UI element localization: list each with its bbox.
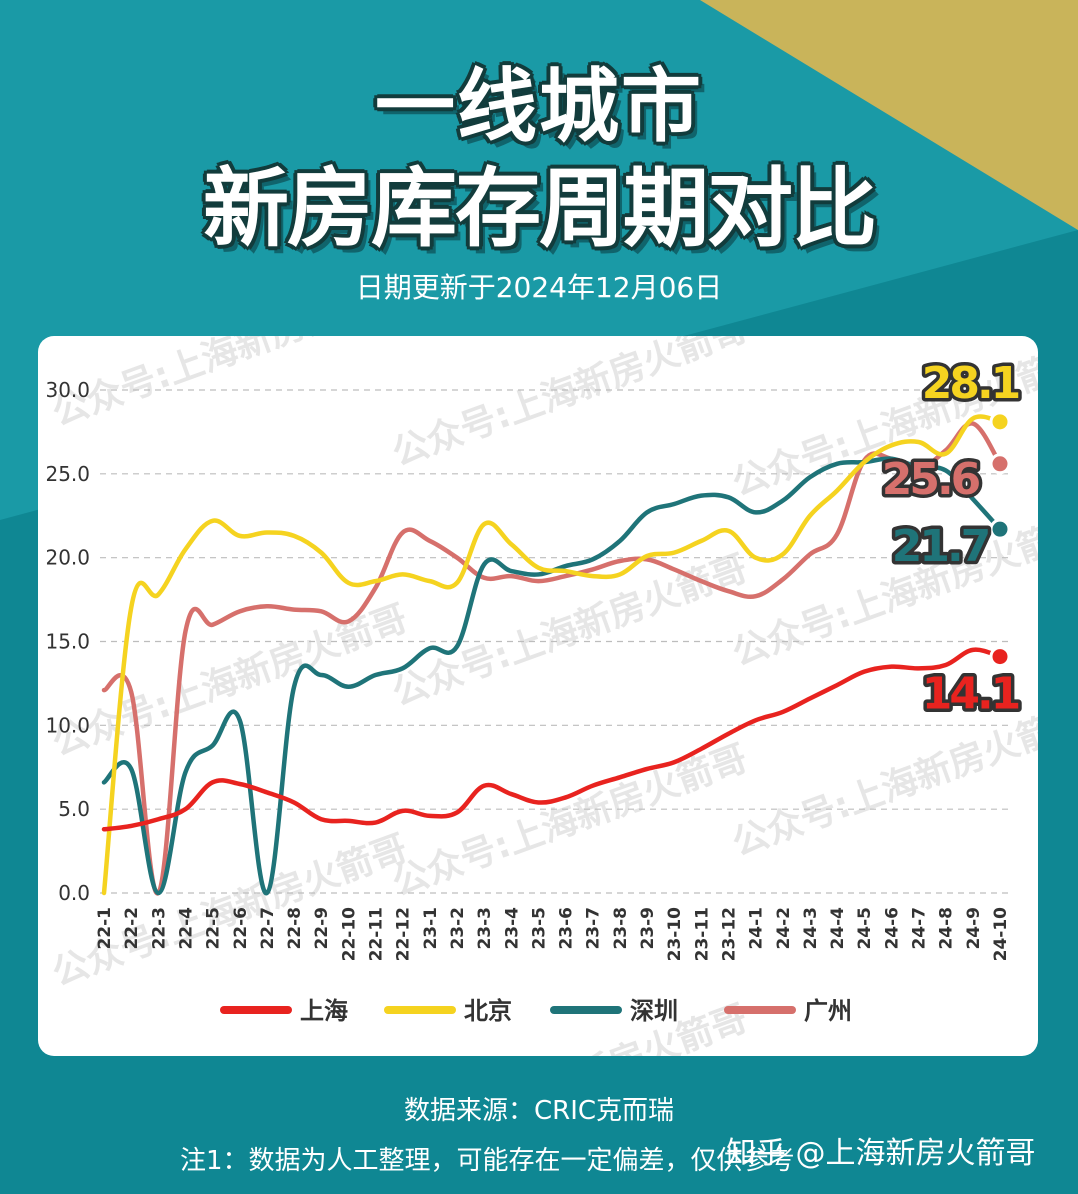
y-tick-label: 0.0 bbox=[58, 881, 90, 905]
x-tick-label: 22-6 bbox=[231, 907, 251, 950]
watermark-text: 公众号:上海新房火箭哥 bbox=[387, 738, 753, 905]
watermark-text: 公众号:上海新房火箭哥 bbox=[47, 598, 413, 765]
series-line-2 bbox=[101, 456, 1003, 896]
x-tick-label: 23-4 bbox=[502, 907, 522, 950]
end-value-label-3: 25.6 bbox=[882, 454, 980, 505]
x-tick-label: 23-11 bbox=[692, 907, 712, 961]
chart-title-line1: 一线城市 bbox=[375, 60, 703, 153]
bg-gold-triangle bbox=[700, 0, 1078, 230]
end-value-label-1: 28.1 bbox=[922, 358, 1019, 409]
x-tick-label: 24-2 bbox=[774, 907, 794, 950]
x-tick-label: 23-5 bbox=[529, 907, 549, 950]
x-tick-label: 22-10 bbox=[339, 907, 359, 962]
end-value-label-0: 14.1 bbox=[922, 669, 1019, 720]
x-tick-label: 24-8 bbox=[937, 907, 957, 950]
watermark-text: 公众号:上海新房火箭哥 bbox=[47, 336, 413, 434]
chart-title-line2: 新房库存周期对比 bbox=[203, 159, 877, 259]
x-tick-label: 22-12 bbox=[394, 907, 414, 961]
x-tick-label: 22-5 bbox=[204, 907, 224, 950]
x-tick-label: 22-11 bbox=[367, 907, 387, 961]
y-tick-label: 20.0 bbox=[45, 546, 90, 570]
end-marker-2 bbox=[989, 518, 1011, 540]
x-tick-label: 23-7 bbox=[584, 907, 604, 950]
x-tick-label: 24-6 bbox=[882, 907, 902, 950]
x-tick-label: 22-3 bbox=[149, 907, 169, 950]
x-tick-label: 24-3 bbox=[801, 907, 821, 950]
x-tick-label: 22-9 bbox=[312, 907, 332, 950]
x-tick-label: 22-2 bbox=[122, 907, 142, 950]
end-value-label-2: 21.7 bbox=[892, 521, 989, 572]
watermark-text: 公众号:上海新房火箭哥 bbox=[387, 336, 753, 474]
x-tick-label: 24-5 bbox=[855, 907, 875, 950]
x-tick-label: 24-7 bbox=[910, 907, 930, 950]
series-line-3 bbox=[101, 421, 1003, 896]
x-tick-label: 24-4 bbox=[828, 907, 848, 950]
y-tick-label: 5.0 bbox=[58, 797, 90, 821]
x-tick-label: 23-6 bbox=[557, 907, 577, 950]
x-tick-label: 24-10 bbox=[991, 907, 1011, 962]
legend-label-3: 广州 bbox=[804, 997, 852, 1025]
footnote: 注1：数据为人工整理，可能存在一定偏差，仅供参考 bbox=[180, 1146, 795, 1176]
update-date: 日期更新于2024年12月06日 bbox=[355, 271, 723, 304]
series-line-0 bbox=[101, 647, 1003, 832]
x-tick-label: 23-8 bbox=[611, 907, 631, 950]
x-tick-label: 24-1 bbox=[747, 907, 767, 950]
chart-card: 公众号:上海新房火箭哥 公众号:上海新房火箭哥 公众号:上海新房火箭哥 公众号:上海新… bbox=[38, 336, 1038, 1056]
x-tick-label: 23-3 bbox=[475, 907, 495, 950]
x-tick-label: 23-12 bbox=[719, 907, 739, 961]
x-tick-label: 23-2 bbox=[448, 907, 468, 950]
y-tick-label: 25.0 bbox=[45, 462, 90, 486]
legend-label-2: 深圳 bbox=[630, 997, 678, 1025]
zhihu-watermark: 知乎 @上海新房火箭哥 bbox=[726, 1136, 1036, 1171]
y-tick-label: 30.0 bbox=[45, 378, 90, 402]
watermark-text: 公众号:上海新房火箭哥 bbox=[727, 698, 1038, 865]
x-tick-label: 24-9 bbox=[964, 907, 984, 950]
line-chart: 公众号:上海新房火箭哥公众号:上海新房火箭哥公众号:上海新房火箭哥公众号:上海新… bbox=[45, 336, 1038, 1056]
x-tick-label: 23-10 bbox=[665, 907, 685, 962]
legend-label-0: 上海 bbox=[300, 997, 348, 1025]
x-tick-label: 22-1 bbox=[95, 907, 115, 950]
x-tick-label: 23-9 bbox=[638, 907, 658, 950]
end-marker-0 bbox=[989, 646, 1011, 668]
x-tick-label: 23-1 bbox=[421, 907, 441, 950]
end-marker-3 bbox=[989, 453, 1011, 475]
x-tick-label: 22-7 bbox=[258, 907, 278, 950]
y-tick-label: 10.0 bbox=[45, 713, 90, 737]
end-marker-1 bbox=[989, 411, 1011, 433]
data-source: 数据来源：CRIC克而瑞 bbox=[403, 1096, 675, 1126]
x-tick-label: 22-8 bbox=[285, 907, 305, 950]
y-tick-label: 15.0 bbox=[45, 630, 90, 654]
x-tick-label: 22-4 bbox=[176, 907, 196, 950]
legend-label-1: 北京 bbox=[464, 997, 512, 1025]
series-line-1 bbox=[101, 414, 1003, 896]
